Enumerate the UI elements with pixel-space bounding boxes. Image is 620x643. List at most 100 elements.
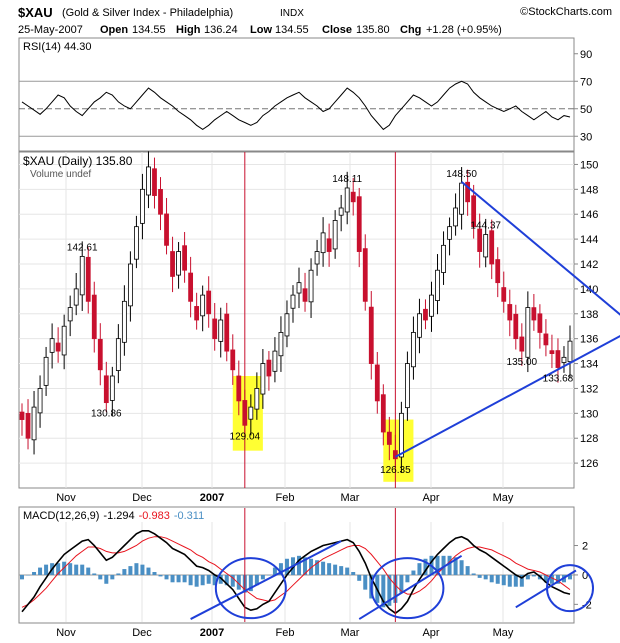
chart-header: $XAU (Gold & Silver Index - Philadelphia… bbox=[18, 5, 612, 36]
macd-histogram-bar bbox=[146, 567, 151, 575]
price-candle bbox=[320, 217, 326, 267]
price-tick-label: 148 bbox=[580, 184, 598, 196]
candle-body bbox=[91, 294, 97, 340]
macd-histogram-bar bbox=[477, 574, 482, 578]
candle-body bbox=[164, 213, 169, 246]
macd-histogram-bar bbox=[309, 558, 314, 575]
macd-histogram-bar bbox=[206, 574, 211, 584]
price-candle bbox=[140, 173, 145, 240]
candle-body bbox=[447, 226, 452, 240]
price-annotation: 135.00 bbox=[507, 357, 538, 368]
macd-histogram-bar bbox=[68, 563, 73, 575]
macd-histogram-bar bbox=[333, 564, 338, 575]
price-candle bbox=[519, 323, 525, 366]
macd-histogram-bar bbox=[134, 563, 139, 575]
macd-histogram-bar bbox=[489, 574, 494, 583]
price-candle bbox=[338, 194, 344, 232]
macd-histogram-bar bbox=[200, 574, 205, 586]
price-tick-label: 142 bbox=[580, 259, 598, 271]
candle-body bbox=[260, 363, 266, 395]
price-candle bbox=[471, 184, 477, 239]
price-tick-label: 138 bbox=[580, 309, 598, 321]
macd-histogram-bar bbox=[74, 564, 79, 575]
price-x-tick-label: Nov bbox=[56, 492, 76, 504]
exchange: INDX bbox=[280, 8, 304, 19]
price-candle bbox=[543, 319, 549, 357]
candle-body bbox=[495, 259, 501, 284]
price-candle bbox=[164, 197, 169, 255]
price-candle bbox=[447, 217, 452, 256]
price-candle bbox=[302, 272, 308, 312]
macd-histogram-bar bbox=[483, 574, 488, 580]
price-candle bbox=[49, 323, 55, 369]
price-trendline bbox=[460, 181, 620, 316]
candle-body bbox=[31, 406, 37, 441]
price-candle bbox=[477, 213, 483, 268]
candle-body bbox=[441, 244, 446, 273]
price-candle bbox=[561, 346, 567, 373]
candle-body bbox=[134, 226, 139, 260]
macd-histogram-bar bbox=[56, 563, 61, 575]
price-candle bbox=[158, 177, 163, 231]
macd-histogram-bar bbox=[513, 574, 518, 587]
macd-histogram-bar bbox=[122, 569, 127, 575]
macd-histogram-bar bbox=[531, 574, 536, 577]
price-annotation: 148.11 bbox=[332, 174, 362, 185]
macd-histogram-bar bbox=[218, 574, 223, 584]
macd-label-prefix: MACD(12,26,9) bbox=[23, 510, 99, 522]
candle-body bbox=[350, 191, 356, 203]
price-candle bbox=[127, 251, 133, 322]
price-candle bbox=[332, 210, 338, 259]
macd-circle bbox=[214, 557, 287, 620]
macd-histogram-bar bbox=[170, 574, 175, 583]
candle-body bbox=[194, 306, 200, 321]
price-x-tick-label: Mar bbox=[341, 492, 360, 504]
candle-body bbox=[320, 232, 326, 254]
candle-body bbox=[19, 411, 25, 420]
candle-body bbox=[332, 220, 338, 250]
price-candle bbox=[380, 384, 386, 446]
macd-histogram-bar bbox=[116, 573, 121, 575]
macd-histogram-bar bbox=[351, 572, 356, 575]
macd-histogram-bar bbox=[272, 567, 277, 575]
macd-trendline bbox=[515, 569, 577, 609]
macd-histogram-bar bbox=[140, 564, 145, 575]
candle-body bbox=[386, 431, 392, 445]
price-annotation: 148.50 bbox=[446, 169, 477, 180]
price-panel-frame bbox=[18, 151, 575, 489]
macd-histogram-bar bbox=[471, 573, 476, 575]
candle-body bbox=[55, 342, 61, 352]
price-candle bbox=[314, 239, 320, 276]
macd-trendline bbox=[190, 540, 342, 620]
open-value: 134.55 bbox=[132, 24, 166, 36]
macd-circle bbox=[370, 557, 445, 620]
price-candle bbox=[411, 316, 416, 380]
macd-histogram-bar bbox=[339, 566, 344, 575]
candle-body bbox=[218, 319, 224, 342]
candle-body bbox=[254, 388, 260, 410]
candle-body bbox=[411, 332, 416, 368]
macd-histogram-bar bbox=[555, 574, 560, 584]
candle-body bbox=[97, 338, 103, 371]
macd-histogram-bar bbox=[158, 574, 163, 577]
macd-histogram-bar bbox=[152, 572, 157, 575]
candle-body bbox=[61, 325, 67, 356]
price-candle bbox=[531, 293, 537, 331]
candle-body bbox=[483, 234, 489, 258]
price-annotation: 130.86 bbox=[91, 409, 122, 420]
price-tick-label: 136 bbox=[580, 334, 598, 346]
price-candle bbox=[350, 177, 356, 216]
rsi-tick-label: 50 bbox=[580, 104, 592, 116]
candle-body bbox=[85, 256, 91, 302]
price-candle bbox=[465, 169, 471, 216]
price-candle bbox=[435, 254, 440, 315]
price-annotation: 144.37 bbox=[470, 221, 501, 232]
candle-body bbox=[531, 307, 537, 321]
candle-body bbox=[555, 350, 561, 368]
macd-x-tick-label: Dec bbox=[132, 627, 152, 639]
price-tick-label: 150 bbox=[580, 159, 598, 171]
macd-histogram-bar bbox=[278, 563, 283, 575]
price-candle bbox=[67, 295, 73, 337]
price-annotation: 129.04 bbox=[230, 431, 261, 442]
